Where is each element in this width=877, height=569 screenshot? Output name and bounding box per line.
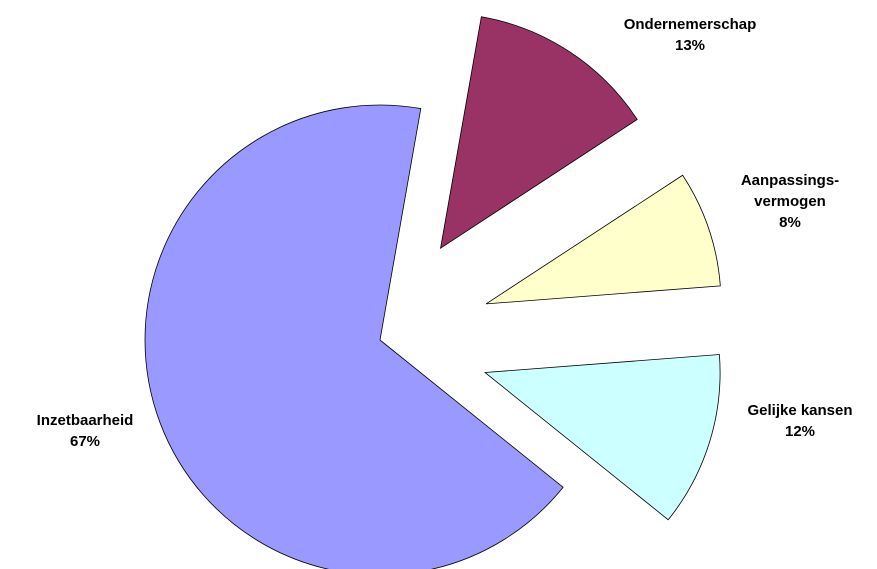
value-label: 8% (779, 214, 801, 231)
value-label: 67% (69, 433, 101, 450)
pie-slice (439, 16, 638, 250)
category-label: Gelijke kansen (747, 402, 853, 419)
pie-slice (484, 354, 721, 521)
category-label: Ondernemerschap (623, 16, 757, 33)
slice-label: Aanpassings-vermogen 8% (730, 170, 850, 233)
slice-label: Gelijke kansen 12% (715, 400, 877, 442)
slice-label: Inzetbaarheid 67% (0, 410, 170, 452)
pie-slice (485, 174, 721, 305)
category-label: Inzetbaarheid (36, 412, 134, 429)
value-label: 12% (784, 423, 816, 440)
value-label: 13% (674, 37, 706, 54)
category-label: Aanpassings-vermogen (740, 172, 840, 210)
pie-slice (144, 104, 564, 569)
slice-label: Ondernemerschap 13% (605, 14, 775, 56)
